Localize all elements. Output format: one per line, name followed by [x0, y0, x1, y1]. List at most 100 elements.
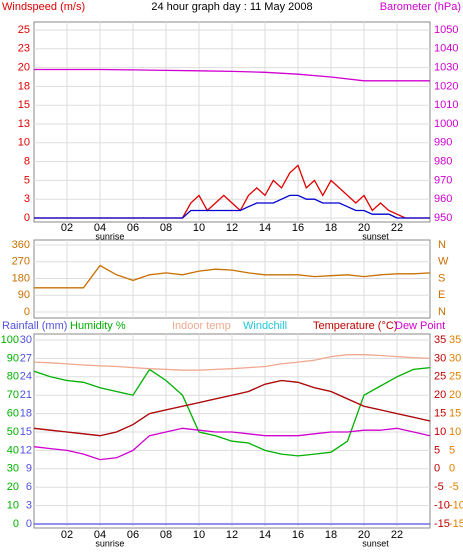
legend-entry: Rainfall (mm) — [2, 320, 67, 332]
x-tick-label: 18 — [325, 222, 337, 234]
x-tick-label: 18 — [325, 529, 337, 541]
series-line — [33, 366, 431, 457]
x-tick-label: 14 — [259, 222, 271, 234]
y2-tick-label: 15 — [449, 408, 461, 420]
y2-tick-label: N — [438, 306, 446, 318]
y2-tick-label: 960 — [434, 193, 452, 205]
y2-tick-label: 20 — [434, 389, 446, 401]
x-tick-label: 16 — [292, 529, 304, 541]
y2-tick-label: 1000 — [434, 118, 458, 130]
y2-tick-label: 950 — [434, 212, 452, 224]
annotation: sunset — [362, 538, 389, 548]
y-tick-label: 9 — [26, 463, 32, 475]
y-tick-label: 21 — [20, 389, 32, 401]
x-tick-label: 22 — [391, 222, 403, 234]
y-tick-label: 3 — [24, 193, 30, 205]
y2-tick-label: 0 — [434, 463, 440, 475]
y2-tick-label: 25 — [434, 371, 446, 383]
y-tick-label: 27 — [20, 352, 32, 364]
x-tick-label: 02 — [61, 222, 73, 234]
legend-entry: Dew Point — [395, 320, 445, 332]
y-tick-label: 12 — [20, 444, 32, 456]
y-tick-label: 20 — [18, 62, 30, 74]
y-tick-label: 90 — [18, 289, 30, 301]
y-tick-label: 6 — [26, 481, 32, 493]
x-tick-label: 10 — [193, 222, 205, 234]
y-tick-label: 270 — [12, 256, 30, 268]
y2-tick-label: 10 — [449, 426, 461, 438]
legend-entry: Windchill — [243, 320, 287, 332]
legend-entry: Temperature (°C) — [313, 320, 397, 332]
y3-tick-label: 60 — [7, 408, 19, 420]
x-tick-label: 12 — [226, 529, 238, 541]
y3-tick-label: 90 — [7, 352, 19, 364]
y2-axis-label: Barometer (hPa) — [380, 1, 461, 13]
x-tick-label: 08 — [160, 529, 172, 541]
x-tick-label: 04 — [94, 222, 106, 234]
y3-tick-label: 50 — [7, 426, 19, 438]
x-tick-label: 20 — [358, 529, 370, 541]
y2-tick-label: 1020 — [434, 80, 458, 92]
legend-entry: Indoor temp — [172, 320, 231, 332]
series-line — [34, 264, 431, 289]
y3-tick-label: 0 — [13, 518, 19, 530]
y-tick-label: 8 — [24, 156, 30, 168]
series-line — [33, 354, 431, 371]
y2-tick-label: 5 — [434, 444, 440, 456]
y-tick-label: 13 — [18, 118, 30, 130]
y-tick-label: 10 — [18, 137, 30, 149]
y2-tick-label: 30 — [434, 352, 446, 364]
y-tick-label: 25 — [18, 24, 30, 36]
y3-tick-label: 10 — [7, 500, 19, 512]
y2-tick-label: -10 — [434, 500, 450, 512]
x-tick-label: 10 — [193, 529, 205, 541]
x-tick-label: 02 — [61, 529, 73, 541]
y-tick-label: 23 — [18, 43, 30, 55]
annotation: sunrise — [95, 231, 124, 241]
y2-tick-label: 990 — [434, 137, 452, 149]
annotation: sunrise — [95, 538, 124, 548]
y2-tick-label: -15 — [434, 518, 450, 530]
y2-tick-label: 25 — [449, 371, 461, 383]
y2-tick-label: 980 — [434, 156, 452, 168]
y2-tick-label: N — [438, 239, 446, 251]
y-tick-label: 0 — [26, 518, 32, 530]
y-tick-label: 360 — [12, 239, 30, 251]
y3-tick-label: 100 — [1, 334, 19, 346]
y-axis-label: Windspeed (m/s) — [2, 1, 85, 13]
x-tick-label: 14 — [259, 529, 271, 541]
y-tick-label: 15 — [18, 99, 30, 111]
x-tick-label: 04 — [94, 529, 106, 541]
annotation: sunset — [362, 231, 389, 241]
y2-tick-label: -5 — [449, 481, 459, 493]
y2-tick-label: 35 — [434, 334, 446, 346]
y-tick-label: 18 — [18, 80, 30, 92]
y-tick-label: 180 — [12, 272, 30, 284]
series-line — [34, 194, 430, 219]
y-tick-label: 30 — [20, 334, 32, 346]
x-tick-label: 16 — [292, 222, 304, 234]
y3-tick-label: 40 — [7, 444, 19, 456]
y3-tick-label: 80 — [7, 371, 19, 383]
y2-tick-label: 1010 — [434, 99, 458, 111]
series-line — [33, 427, 431, 461]
y2-tick-label: 1050 — [434, 24, 458, 36]
y2-tick-label: 1030 — [434, 62, 458, 74]
y-tick-label: 0 — [24, 306, 30, 318]
x-tick-label: 06 — [127, 222, 139, 234]
x-tick-label: 20 — [358, 222, 370, 234]
y2-tick-label: 20 — [449, 389, 461, 401]
y2-tick-label: 970 — [434, 174, 452, 186]
y2-tick-label: 35 — [449, 334, 461, 346]
y-tick-label: 5 — [24, 174, 30, 186]
y2-tick-label: E — [438, 289, 445, 301]
y2-tick-label: 10 — [434, 426, 446, 438]
y2-tick-label: -5 — [434, 481, 444, 493]
y-tick-label: 15 — [20, 426, 32, 438]
y3-tick-label: 20 — [7, 481, 19, 493]
y2-tick-label: -10 — [449, 500, 463, 512]
y-tick-label: 3 — [26, 500, 32, 512]
x-tick-label: 12 — [226, 222, 238, 234]
y2-tick-label: 0 — [449, 463, 455, 475]
